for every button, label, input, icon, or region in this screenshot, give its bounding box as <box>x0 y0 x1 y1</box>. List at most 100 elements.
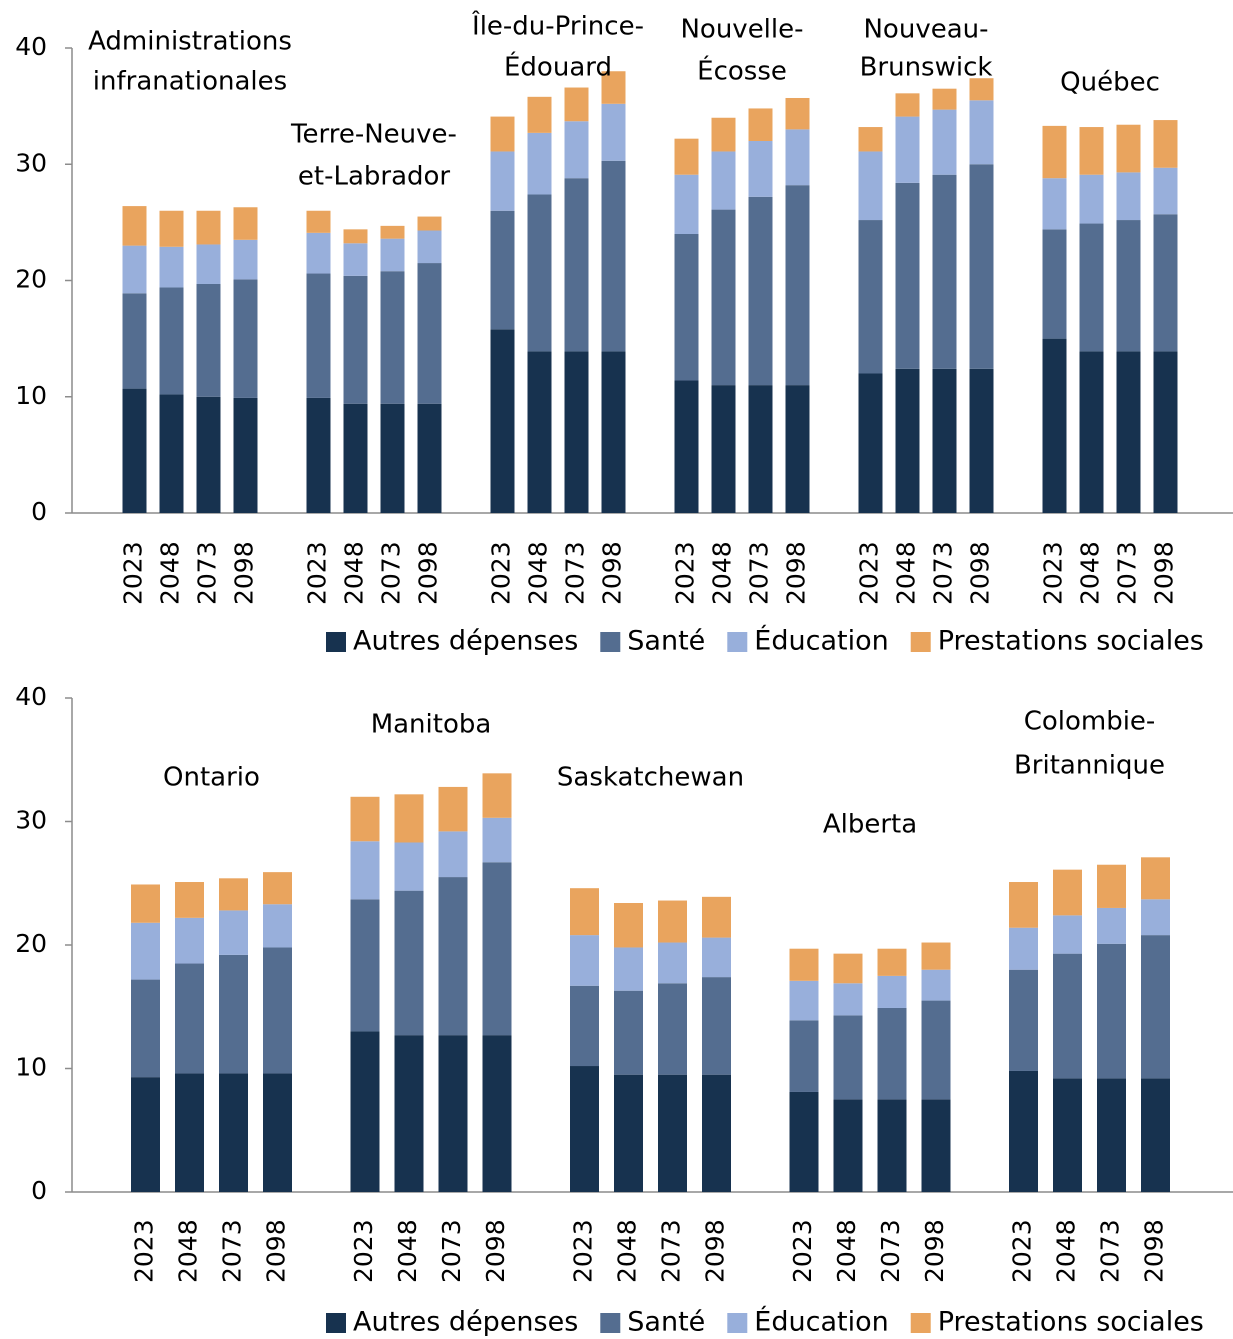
bar-segment <box>394 794 424 843</box>
bar-segment <box>877 975 907 1008</box>
group-label: Édouard <box>504 51 612 83</box>
x-tick-label: 2073 <box>657 1219 686 1283</box>
bar-segment <box>702 896 731 938</box>
bar-segment <box>932 174 957 369</box>
group-label: Écosse <box>697 55 787 87</box>
x-tick-label: 2023 <box>487 541 516 605</box>
bar-segment <box>1053 953 1082 1079</box>
bar-segment <box>175 963 204 1074</box>
legend-label: Prestations sociales <box>938 626 1204 657</box>
bar-segment <box>570 888 599 936</box>
bar-segment <box>1116 124 1141 173</box>
bar-segment <box>263 872 292 905</box>
x-tick-label: 2098 <box>598 541 627 605</box>
bar-segment <box>969 78 994 101</box>
bar-segment <box>1153 120 1178 168</box>
bar-segment <box>263 1073 292 1192</box>
y-tick-label: 0 <box>31 497 47 526</box>
bar-segment <box>417 263 442 404</box>
bar-segment <box>1009 882 1038 928</box>
bar-segment <box>1009 1070 1038 1192</box>
bar-segment <box>1116 172 1141 221</box>
bar-segment <box>833 1015 863 1100</box>
bar-segment <box>159 246 184 288</box>
bar-segment <box>1141 857 1170 900</box>
bar-segment <box>1042 338 1067 513</box>
bar-segment <box>674 174 699 234</box>
legend-swatch <box>600 632 621 652</box>
bar-segment <box>1141 899 1170 936</box>
x-tick-label: 2023 <box>855 541 884 605</box>
bar-segment <box>350 1031 380 1192</box>
group-label: Alberta <box>823 810 917 840</box>
bar-segment <box>219 878 248 911</box>
bar-segment <box>380 271 405 404</box>
bar-segment <box>196 244 221 284</box>
group-label: Terre-Neuve- <box>290 120 457 150</box>
y-tick-label: 40 <box>15 32 47 61</box>
x-tick-label: 2098 <box>481 1219 510 1283</box>
bar-segment <box>122 388 147 513</box>
bar-segment <box>343 229 368 244</box>
bar-segment <box>564 178 589 352</box>
x-tick-label: 2073 <box>876 1219 905 1283</box>
x-tick-label: 2098 <box>1140 1219 1169 1283</box>
x-tick-label: 2023 <box>303 541 332 605</box>
x-tick-label: 2023 <box>130 1219 159 1283</box>
bar-segment <box>1079 127 1104 175</box>
group-label: Manitoba <box>371 710 492 740</box>
bar-segment <box>122 293 147 389</box>
legend-label: Santé <box>627 1307 705 1338</box>
bar-segment <box>614 947 643 991</box>
bar-segment <box>175 882 204 918</box>
bar-segment <box>702 1074 731 1192</box>
bar-segment <box>658 942 687 984</box>
bar-segment <box>1079 174 1104 224</box>
bar-segment <box>527 96 552 133</box>
legend-label: Prestations sociales <box>938 1307 1204 1338</box>
y-tick-label: 40 <box>15 682 47 711</box>
bar-segment <box>482 862 512 1036</box>
group-label: Administrations <box>88 27 292 57</box>
bar-segment <box>1097 943 1126 1079</box>
bar-segment <box>196 210 221 245</box>
group-label: Britannique <box>1014 751 1165 781</box>
bar-segment <box>490 210 515 330</box>
x-tick-label: 2048 <box>174 1219 203 1283</box>
bar-segment <box>417 216 442 231</box>
x-tick-label: 2073 <box>218 1219 247 1283</box>
bar-segment <box>969 164 994 369</box>
x-tick-label: 2023 <box>119 541 148 605</box>
bar-segment <box>833 1099 863 1192</box>
bar-segment <box>122 245 147 294</box>
bar-segment <box>343 243 368 276</box>
x-tick-label: 2048 <box>613 1219 642 1283</box>
bar-segment <box>380 403 405 513</box>
bar-segment <box>131 884 160 923</box>
bar-segment <box>789 948 819 981</box>
bar-segment <box>438 831 468 878</box>
bar-segment <box>122 206 147 246</box>
bar-segment <box>1097 1078 1126 1192</box>
bar-segment <box>858 127 883 152</box>
bar-segment <box>219 954 248 1074</box>
bar-segment <box>394 1035 424 1192</box>
legend-label: Santé <box>627 626 705 657</box>
x-tick-label: 2098 <box>782 541 811 605</box>
x-tick-label: 2073 <box>561 541 590 605</box>
bar-segment <box>175 917 204 964</box>
bar-segment <box>350 841 380 900</box>
bar-segment <box>175 1073 204 1192</box>
bar-segment <box>785 185 810 386</box>
legend-swatch <box>326 1313 346 1333</box>
bar-segment <box>858 220 883 374</box>
bar-segment <box>131 922 160 980</box>
x-tick-label: 2073 <box>377 541 406 605</box>
bar-segment <box>748 385 773 513</box>
legend-label: Éducation <box>754 1306 888 1338</box>
bar-segment <box>438 786 468 832</box>
group-label: Saskatchewan <box>557 763 744 793</box>
bar-segment <box>601 351 626 513</box>
bar-segment <box>789 1020 819 1092</box>
bar-segment <box>789 980 819 1021</box>
